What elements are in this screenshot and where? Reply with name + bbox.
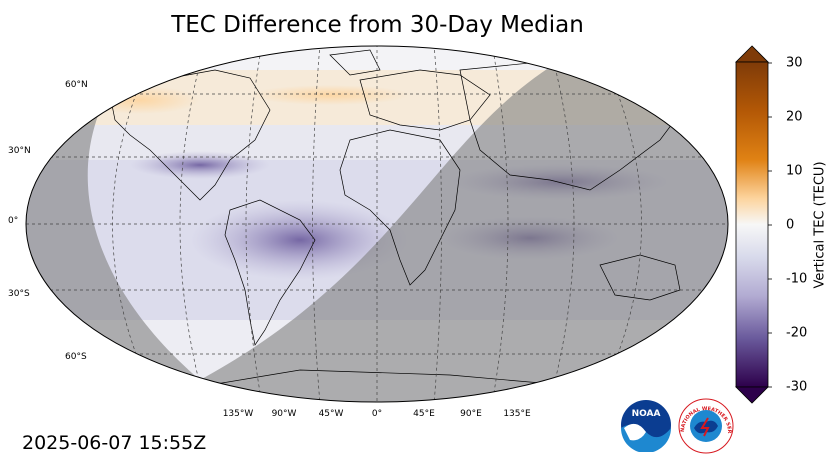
colorbar-tick-10: 10	[786, 163, 803, 179]
lon-label-90e: 90°E	[460, 409, 482, 419]
lon-label-45w: 45°W	[318, 409, 344, 419]
globe-outline	[25, 45, 729, 403]
lon-label-45e: 45°E	[413, 409, 435, 419]
nws-logo: NATIONAL WEATHER SERVICE	[678, 398, 734, 454]
lon-label-135e: 135°E	[503, 409, 531, 419]
noaa-logo: NOAA	[621, 400, 671, 452]
colorbar-tick-0: 0	[786, 217, 795, 233]
timestamp: 2025-06-07 15:55Z	[22, 432, 207, 454]
lon-label-0: 0°	[371, 409, 383, 419]
lon-label-90w: 90°W	[271, 409, 297, 419]
lat-label-60s: 60°S	[65, 352, 87, 362]
colorbar-tick-20: 20	[786, 109, 803, 125]
svg-text:NOAA: NOAA	[632, 409, 661, 419]
lat-label-0: 0°	[8, 216, 19, 226]
colorbar-label: Vertical TEC (TECU)	[812, 161, 828, 289]
colorbar-tick-neg10: -10	[786, 271, 808, 287]
colorbar-tick-neg20: -20	[786, 325, 808, 341]
lat-label-60n: 60°N	[65, 80, 88, 90]
lat-label-30s: 30°S	[8, 289, 30, 299]
colorbar-tick-30: 30	[786, 55, 803, 71]
map-title: TEC Difference from 30-Day Median	[171, 12, 584, 38]
colorbar-tick-neg30: -30	[786, 379, 808, 395]
graticule	[26, 46, 728, 402]
colorbar	[735, 45, 772, 404]
lon-label-135w: 135°W	[222, 409, 254, 419]
tec-field	[26, 46, 728, 402]
lat-label-30n: 30°N	[8, 146, 31, 156]
